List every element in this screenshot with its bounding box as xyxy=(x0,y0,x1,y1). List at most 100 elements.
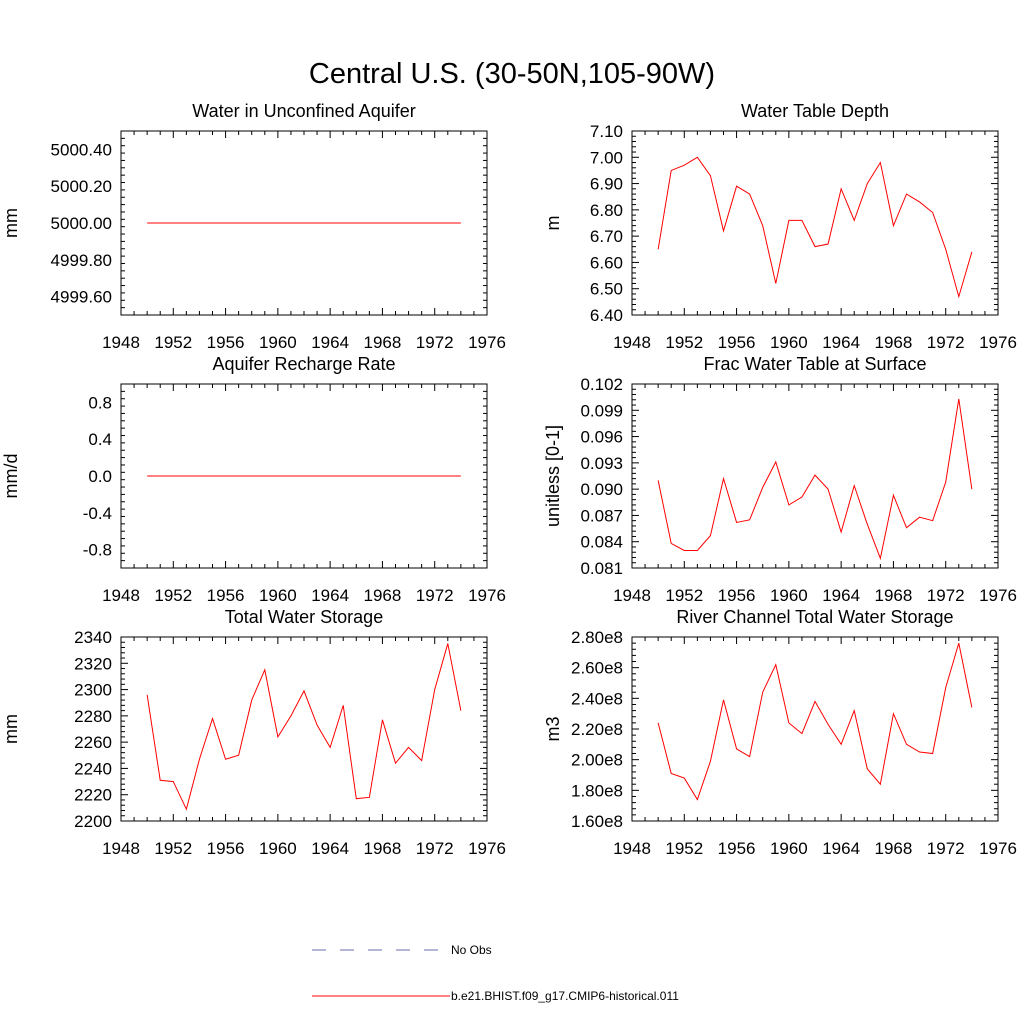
x-tick-label: 1960 xyxy=(259,839,297,858)
x-tick-label: 1952 xyxy=(154,333,192,352)
x-tick-label: 1956 xyxy=(207,839,245,858)
x-tick-label: 1952 xyxy=(665,333,703,352)
y-tick-label: 2220 xyxy=(74,786,112,805)
series-line xyxy=(146,643,462,811)
y-tick-label: 6.90 xyxy=(590,175,623,194)
x-tick-label: 1960 xyxy=(770,586,808,605)
y-tick-label: 2260 xyxy=(74,733,112,752)
x-tick-label: 1952 xyxy=(665,839,703,858)
panel-1: Water in Unconfined Aquifer 1948 1952 1956 1… xyxy=(1,101,506,352)
x-tick-label: 1948 xyxy=(613,839,651,858)
y-tick-label: 2.80e8 xyxy=(571,628,623,647)
panel-title: River Channel Total Water Storage xyxy=(676,607,953,627)
panel-4: Frac Water Table at Surface 1948 1952 1956 1… xyxy=(543,354,1017,605)
y-tick-label: 0.090 xyxy=(580,480,623,499)
x-tick-label: 1948 xyxy=(102,839,140,858)
y-tick-label: 0.8 xyxy=(88,393,112,412)
x-tick-label: 1968 xyxy=(364,839,402,858)
y-tick-label: 6.80 xyxy=(590,201,623,220)
y-axis-label: mm/d xyxy=(1,454,21,499)
x-tick-label: 1956 xyxy=(718,333,756,352)
x-tick-label: 1976 xyxy=(468,333,506,352)
y-tick-label: 2.60e8 xyxy=(571,659,623,678)
y-tick-label: 0.093 xyxy=(580,454,623,473)
y-tick-label: 2.00e8 xyxy=(571,751,623,770)
y-tick-label: 2.40e8 xyxy=(571,689,623,708)
x-tick-label: 1960 xyxy=(259,586,297,605)
y-tick-label: 5000.00 xyxy=(51,214,112,233)
y-tick-label: 0.102 xyxy=(580,375,623,394)
x-tick-label: 1956 xyxy=(718,839,756,858)
x-tick-label: 1976 xyxy=(468,839,506,858)
x-tick-label: 1968 xyxy=(875,586,913,605)
x-tick-label: 1948 xyxy=(102,333,140,352)
y-tick-label: 2.20e8 xyxy=(571,720,623,739)
series-line xyxy=(657,156,973,299)
panel-title: Total Water Storage xyxy=(225,607,383,627)
y-tick-label: 0.099 xyxy=(580,401,623,420)
x-tick-label: 1956 xyxy=(718,586,756,605)
y-tick-label: 0.4 xyxy=(88,430,112,449)
x-tick-label: 1976 xyxy=(979,586,1017,605)
x-tick-label: 1976 xyxy=(979,839,1017,858)
x-tick-label: 1968 xyxy=(875,333,913,352)
y-axis-label: unitless [0-1] xyxy=(543,425,563,527)
series-line xyxy=(657,398,973,561)
y-tick-label: 2240 xyxy=(74,759,112,778)
x-tick-label: 1964 xyxy=(822,333,860,352)
y-tick-label: 7.10 xyxy=(590,122,623,141)
y-tick-label: 6.70 xyxy=(590,227,623,246)
x-tick-label: 1952 xyxy=(154,839,192,858)
panel-3: Aquifer Recharge Rate 1948 1952 1956 1960 196… xyxy=(1,354,506,605)
x-tick-label: 1972 xyxy=(927,586,965,605)
x-tick-label: 1972 xyxy=(927,839,965,858)
legend: No Obs b.e21.BHIST.f09_g17.CMIP6-histori… xyxy=(312,943,679,1003)
plot-frame xyxy=(631,636,999,822)
x-tick-label: 1968 xyxy=(364,586,402,605)
x-tick-label: 1968 xyxy=(875,839,913,858)
y-tick-label: 0.0 xyxy=(88,467,112,486)
y-tick-label: 0.096 xyxy=(580,428,623,447)
figure-title: Central U.S. (30-50N,105-90W) xyxy=(309,58,715,90)
panel-title: Water in Unconfined Aquifer xyxy=(192,101,415,121)
x-tick-label: 1976 xyxy=(468,586,506,605)
y-tick-label: 0.084 xyxy=(580,533,623,552)
y-tick-label: 2300 xyxy=(74,681,112,700)
y-axis-label: m3 xyxy=(543,716,563,741)
x-tick-label: 1960 xyxy=(259,333,297,352)
y-tick-label: 6.40 xyxy=(590,306,623,325)
y-tick-label: 7.00 xyxy=(590,148,623,167)
x-tick-label: 1960 xyxy=(770,839,808,858)
x-tick-label: 1976 xyxy=(979,333,1017,352)
y-tick-label: 2280 xyxy=(74,707,112,726)
y-tick-label: 2200 xyxy=(74,812,112,831)
y-tick-label: 5000.20 xyxy=(51,177,112,196)
y-tick-label: -0.8 xyxy=(83,541,112,560)
panel-title: Water Table Depth xyxy=(741,101,889,121)
y-tick-label: 1.60e8 xyxy=(571,812,623,831)
x-tick-label: 1948 xyxy=(102,586,140,605)
y-tick-label: 0.087 xyxy=(580,506,623,525)
x-tick-label: 1948 xyxy=(613,333,651,352)
x-tick-label: 1968 xyxy=(364,333,402,352)
y-tick-label: 4999.60 xyxy=(51,288,112,307)
panels: Water in Unconfined Aquifer 1948 1952 1956 1… xyxy=(1,101,1017,858)
y-tick-label: 2320 xyxy=(74,654,112,673)
panel-5: Total Water Storage 1948 1952 1956 1960 1964 1… xyxy=(1,607,506,858)
panel-title: Frac Water Table at Surface xyxy=(703,354,926,374)
y-tick-label: 6.50 xyxy=(590,280,623,299)
x-tick-label: 1972 xyxy=(927,333,965,352)
x-tick-label: 1956 xyxy=(207,586,245,605)
x-tick-label: 1964 xyxy=(311,839,349,858)
x-tick-label: 1956 xyxy=(207,333,245,352)
y-tick-label: 4999.80 xyxy=(51,251,112,270)
plot-frame xyxy=(120,636,488,822)
x-tick-label: 1972 xyxy=(416,839,454,858)
y-tick-label: 6.60 xyxy=(590,253,623,272)
y-axis-label: mm xyxy=(1,714,21,744)
series-line xyxy=(657,642,973,801)
y-tick-label: 2340 xyxy=(74,628,112,647)
y-tick-label: 0.081 xyxy=(580,559,623,578)
panel-2: Water Table Depth 1948 1952 1956 1960 1964 196… xyxy=(543,101,1017,352)
x-tick-label: 1960 xyxy=(770,333,808,352)
